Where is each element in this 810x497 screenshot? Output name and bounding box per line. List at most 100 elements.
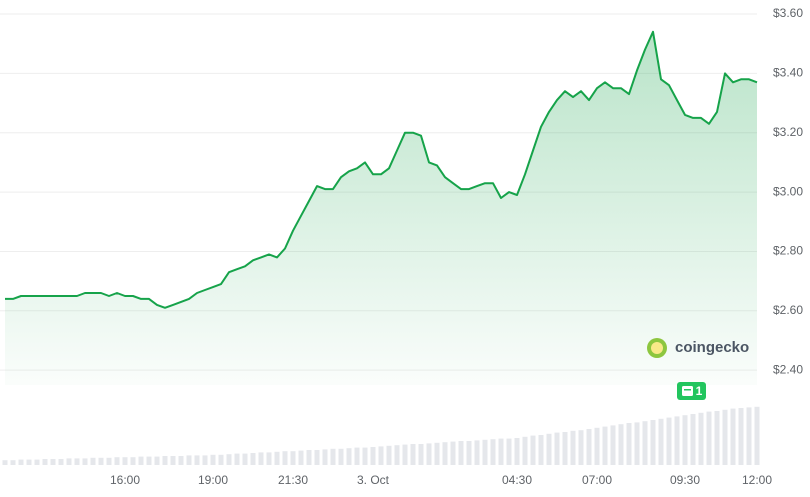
volume-bar — [754, 406, 760, 465]
volume-bar — [26, 459, 32, 465]
volume-bar — [602, 426, 608, 465]
watermark: coingecko — [647, 338, 749, 358]
volume-bar — [746, 407, 752, 465]
volume-bar — [402, 444, 408, 465]
watermark-logo-inner — [651, 342, 663, 354]
volume-bar — [186, 455, 192, 465]
y-tick-label: $2.80 — [773, 244, 803, 258]
volume-bar — [10, 460, 16, 465]
x-tick-label: 12:00 — [742, 473, 772, 487]
volume-bar — [570, 430, 576, 465]
volume-bar — [98, 457, 104, 465]
volume-bar — [154, 456, 160, 465]
volume-bar — [522, 436, 528, 465]
x-tick-label: 07:00 — [582, 473, 612, 487]
volume-bar — [546, 433, 552, 465]
volume-bar — [338, 448, 344, 465]
volume-bar — [698, 412, 704, 465]
volume-bar — [394, 445, 400, 465]
volume-bar — [514, 438, 520, 465]
volume-bar — [466, 441, 472, 465]
volume-bar — [642, 421, 648, 465]
volume-bar — [442, 442, 448, 465]
volume-bar — [234, 453, 240, 465]
volume-bar — [362, 447, 368, 465]
y-tick-label: $2.40 — [773, 362, 803, 376]
badge-icon-line — [684, 389, 691, 391]
x-tick-label: 16:00 — [110, 473, 140, 487]
volume-bar — [434, 442, 440, 465]
watermark-text: coingecko — [675, 339, 749, 356]
volume-bar — [218, 454, 224, 465]
x-tick-label: 21:30 — [278, 473, 308, 487]
y-tick-label: $3.60 — [773, 6, 803, 20]
volume-bar — [50, 459, 56, 465]
x-tick-label: 04:30 — [502, 473, 532, 487]
volume-bar — [594, 427, 600, 465]
volume-bar — [634, 422, 640, 465]
volume-bar — [722, 409, 728, 465]
volume-bar — [562, 432, 568, 465]
volume-bar — [82, 458, 88, 465]
volume-bar — [530, 435, 536, 465]
volume-bar — [418, 444, 424, 465]
y-tick-label: $2.60 — [773, 303, 803, 317]
volume-bar — [354, 447, 360, 465]
volume-bar — [458, 441, 464, 465]
volume-bar — [506, 438, 512, 465]
volume-bar — [242, 453, 248, 465]
volume-bar — [170, 456, 176, 465]
volume-bar — [730, 408, 736, 465]
volume-bar — [706, 411, 712, 465]
volume-bar — [226, 454, 232, 465]
volume-bar — [666, 417, 672, 465]
volume-bar — [90, 457, 96, 465]
volume-bar — [42, 459, 48, 465]
volume-bar — [610, 425, 616, 465]
volume-bar — [58, 459, 64, 465]
volume-bar — [146, 456, 152, 465]
volume-bar — [498, 438, 504, 465]
volume-bar — [690, 414, 696, 465]
volume-bar — [178, 456, 184, 465]
price-line — [5, 30, 758, 309]
x-tick-label: 3. Oct — [357, 473, 390, 487]
badge-icon — [682, 386, 693, 396]
volume-bar — [618, 424, 624, 465]
volume-bar — [162, 456, 168, 465]
y-tick-label: $3.20 — [773, 125, 803, 139]
volume-bar — [650, 420, 656, 465]
volume-bar — [554, 432, 560, 465]
volume-bar — [122, 457, 128, 465]
volume-bar — [2, 460, 8, 465]
volume-bar — [474, 440, 480, 465]
volume-bars — [2, 406, 760, 465]
volume-bar — [346, 448, 352, 465]
volume-bar — [450, 441, 456, 465]
badge[interactable]: 1 — [677, 382, 706, 400]
grid: $2.40 $2.60 $2.80 $3.00 $3.20 $3.40 $3.60 16:00… — [0, 6, 803, 487]
volume-bar — [258, 452, 264, 465]
price-plot — [5, 30, 758, 386]
x-tick-label: 19:00 — [198, 473, 228, 487]
volume-bar — [306, 450, 312, 465]
badge-text: 1 — [696, 384, 703, 398]
volume-bar — [578, 430, 584, 465]
volume-bar — [210, 454, 216, 465]
volume-bar — [18, 459, 24, 465]
price-area — [5, 31, 757, 386]
volume-bar — [322, 449, 328, 465]
volume-bar — [74, 458, 80, 465]
y-tick-label: $3.00 — [773, 184, 803, 198]
volume-bar — [378, 446, 384, 465]
volume-bar — [386, 445, 392, 465]
volume-bar — [682, 415, 688, 465]
volume-bar — [314, 450, 320, 465]
volume-bar — [290, 451, 296, 465]
volume-bar — [194, 455, 200, 465]
volume-bar — [34, 459, 40, 465]
x-tick-label: 09:30 — [670, 473, 700, 487]
volume-bar — [298, 450, 304, 465]
volume-bar — [658, 418, 664, 465]
